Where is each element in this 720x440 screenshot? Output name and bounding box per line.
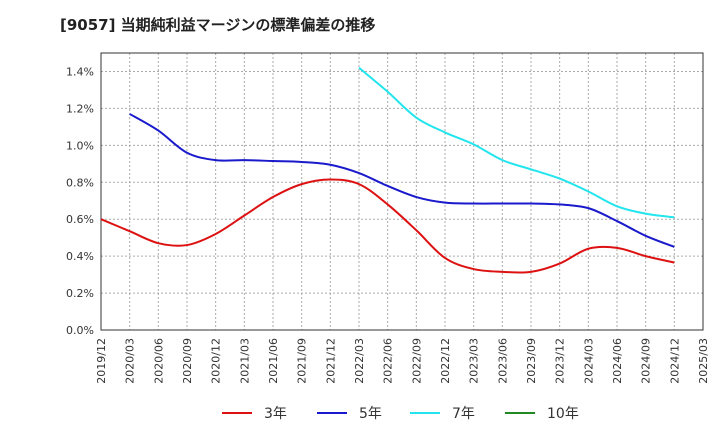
- x-tick-label: 2020/06: [152, 338, 165, 384]
- legend-label-1: 3年: [264, 406, 287, 422]
- y-tick-label: 1.2%: [66, 102, 94, 115]
- x-tick-label: 2021/06: [267, 338, 280, 384]
- series-lines: [100, 67, 675, 274]
- y-tick-label: 1.4%: [66, 65, 94, 78]
- x-tick-label: 2025/03: [697, 338, 710, 384]
- x-tick-label: 2024/09: [640, 338, 653, 384]
- x-tick-label: 2022/03: [353, 338, 366, 384]
- y-tick-label: 0.2%: [66, 287, 94, 300]
- chart-title: [9057] 当期純利益マージンの標準偏差の推移: [60, 16, 376, 34]
- x-tick-label: 2020/03: [124, 338, 137, 384]
- x-tick-label: 2022/12: [439, 338, 452, 384]
- x-tick-label: 2021/12: [324, 338, 337, 384]
- series-line-3: [358, 67, 675, 219]
- legend: 3年 5年 7年 10年: [222, 406, 579, 422]
- legend-label-3: 7年: [452, 406, 475, 422]
- plot-frame: [100, 52, 704, 331]
- x-tick-label: 2023/12: [554, 338, 567, 384]
- x-tick-label: 2023/09: [525, 338, 538, 384]
- x-tick-label: 2024/12: [668, 338, 681, 384]
- x-tick-label: 2024/06: [611, 338, 624, 384]
- x-tick-label: 2024/03: [582, 338, 595, 384]
- y-tick-label: 0.0%: [66, 324, 94, 337]
- legend-label-4: 10年: [547, 406, 579, 422]
- x-tick-label: 2020/12: [210, 338, 223, 384]
- y-tick-labels: 0.0% 0.2% 0.4% 0.6% 0.8% 1.0% 1.2% 1.4%: [66, 65, 94, 337]
- x-tick-labels: 2019/12 2020/03 2020/06 2020/09 2020/12 2021/…: [95, 338, 710, 384]
- x-tick-label: 2020/09: [181, 338, 194, 384]
- y-tick-label: 0.8%: [66, 176, 94, 189]
- series-line-1: [100, 178, 675, 274]
- y-tick-label: 0.6%: [66, 213, 94, 226]
- x-tick-label: 2019/12: [95, 338, 108, 384]
- x-tick-label: 2021/03: [238, 338, 251, 384]
- axes: [100, 52, 704, 331]
- x-tick-label: 2023/06: [496, 338, 509, 384]
- y-tick-label: 0.4%: [66, 250, 94, 263]
- y-tick-label: 1.0%: [66, 139, 94, 152]
- x-tick-label: 2021/09: [296, 338, 309, 384]
- x-tick-label: 2022/06: [382, 338, 395, 384]
- series-line-2: [129, 113, 675, 248]
- x-tick-label: 2023/03: [468, 338, 481, 384]
- legend-label-2: 5年: [359, 406, 382, 422]
- x-tick-label: 2022/09: [410, 338, 423, 384]
